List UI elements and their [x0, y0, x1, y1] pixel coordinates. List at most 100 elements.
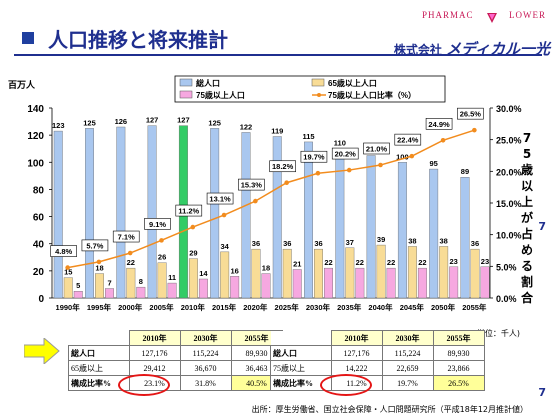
ratio-point — [65, 265, 70, 270]
highlight-circle — [320, 374, 372, 396]
x-tick-label: 2030年 — [306, 302, 331, 312]
bar-total-population-label: 89 — [461, 167, 469, 176]
ratio-label-box — [425, 117, 453, 130]
y-tick-label-left: 120 — [27, 131, 44, 142]
table-header: 2010年 — [128, 330, 181, 346]
bar-age-75-plus — [167, 282, 177, 299]
x-tick-label: 2035年 — [337, 302, 362, 312]
bar-age-75-plus-label: 16 — [231, 266, 239, 275]
ratio-label-box — [238, 178, 265, 191]
table-cell: 36,670 — [179, 360, 232, 376]
bar-total-population — [304, 141, 313, 299]
table-65-plus: 2010年 2030年 2055年 総人口 127,176 115,224 89… — [68, 330, 283, 391]
bar-total-population — [397, 162, 407, 299]
bar-total-population — [53, 130, 63, 299]
arrow-right-icon — [24, 338, 60, 364]
ratio-data-label: 11.2% — [178, 207, 199, 216]
ratio-data-label: 18.2% — [272, 162, 294, 171]
table-row-label: 65歳以上 — [68, 360, 130, 376]
bar-age-75-plus-label: 23 — [450, 257, 458, 266]
bar-age-75-plus-label: 5 — [76, 281, 80, 290]
table-cell: 19.7% — [381, 375, 434, 391]
bar-total-population — [85, 128, 94, 299]
table-corner — [68, 330, 130, 346]
ratio-data-label: 26.5% — [460, 110, 482, 119]
bar-total-population-label: 122 — [240, 122, 253, 131]
bar-age-65-plus — [439, 246, 449, 299]
bar-age-65-plus-label: 26 — [158, 253, 166, 262]
y-tick-label-left: 40 — [33, 240, 45, 251]
bar-total-population — [272, 136, 282, 299]
legend-marker-ratio — [317, 93, 321, 97]
bar-age-75-plus — [292, 269, 302, 299]
bar-age-65-plus-label: 36 — [283, 239, 291, 248]
ratio-data-label: 7.1% — [118, 233, 135, 242]
bar-total-population — [241, 132, 251, 299]
bar-total-population — [147, 125, 157, 299]
table-row-label: 総人口 — [68, 345, 130, 361]
ratio-data-label: 22.4% — [397, 136, 419, 145]
ratio-label-box — [269, 160, 296, 173]
y-tick-label-left: 20 — [33, 267, 45, 278]
legend-label-total: 総人口 — [196, 78, 220, 88]
x-tick-label: 1990年 — [56, 302, 81, 312]
ratio-label-box — [300, 150, 328, 163]
bar-age-75-plus — [261, 273, 271, 299]
population-chart: 総人口 65歳以上人口 75歳以上人口 75歳以上人口比率（%） 0 20 40 60 80 10… — [27, 75, 522, 312]
bar-age-75-plus-label: 22 — [418, 258, 426, 267]
bar-age-75-plus — [230, 276, 240, 299]
table-cell: 29,412 — [128, 360, 181, 376]
table-cell: 22,659 — [381, 360, 434, 376]
ratio-data-label: 15.3% — [241, 181, 263, 190]
left-axis-unit: 百万人 — [8, 81, 36, 91]
bar-age-65-plus-label: 22 — [127, 258, 135, 267]
bar-age-65-plus-label: 39 — [377, 235, 385, 244]
ratio-point — [346, 167, 352, 173]
ratio-point — [378, 162, 383, 168]
ratio-point — [253, 198, 258, 204]
ratio-line — [67, 129, 475, 269]
bar-total-population — [210, 128, 220, 299]
table-row-label: 総人口 — [270, 345, 332, 361]
ratio-label-box — [50, 245, 77, 257]
ratio-point — [127, 250, 133, 256]
y-tick-label-left: 0 — [38, 294, 44, 305]
table-header: 2055年 — [432, 330, 485, 346]
bar-age-65-plus-label: 18 — [95, 264, 103, 273]
table-cell: 127,176 — [128, 345, 181, 361]
bar-age-65-plus-label: 36 — [252, 239, 260, 248]
bar-total-population-label: 127 — [177, 116, 190, 125]
ratio-label-box — [144, 218, 171, 230]
bar-age-65-plus-label: 36 — [471, 239, 479, 248]
bar-total-population — [429, 168, 439, 299]
bar-age-75-plus-label: 21 — [293, 260, 301, 269]
ratio-label-box — [331, 147, 359, 160]
table-cell: 14,222 — [330, 360, 383, 376]
bar-age-65-plus — [282, 248, 292, 299]
ratio-data-label: 21.0% — [366, 145, 388, 154]
y-tick-label-right: 15.0% — [496, 199, 522, 209]
page-number: 7 — [538, 220, 546, 233]
bar-age-75-plus-label: 8 — [139, 277, 143, 286]
highlight-circle — [118, 374, 170, 396]
right-axis-label: 75歳以上が占める割合 — [520, 131, 533, 305]
bar-age-65-plus — [407, 246, 417, 299]
x-tick-label: 2045年 — [400, 302, 425, 312]
bar-age-75-plus — [449, 266, 459, 299]
ratio-data-label: 4.8% — [55, 247, 72, 256]
y-tick-label-left: 80 — [33, 185, 45, 196]
bar-age-75-plus-label: 23 — [481, 257, 489, 266]
bar-age-75-plus — [324, 267, 333, 299]
bar-age-65-plus-label: 15 — [64, 268, 72, 277]
bar-age-75-plus-label: 18 — [262, 264, 270, 273]
table-cell: 31.8% — [179, 375, 232, 391]
bar-age-65-plus — [95, 273, 104, 299]
bar-age-75-plus-label: 14 — [199, 269, 208, 278]
legend-label-ratio: 75歳以上人口比率（%） — [328, 90, 416, 100]
ratio-point — [96, 259, 102, 265]
table-row-label: 構成比率% — [68, 375, 130, 391]
bar-total-population — [116, 126, 126, 299]
x-tick-label: 1995年 — [87, 302, 112, 312]
x-tick-label: 2050年 — [431, 302, 456, 312]
table-header: 2010年 — [330, 330, 383, 346]
